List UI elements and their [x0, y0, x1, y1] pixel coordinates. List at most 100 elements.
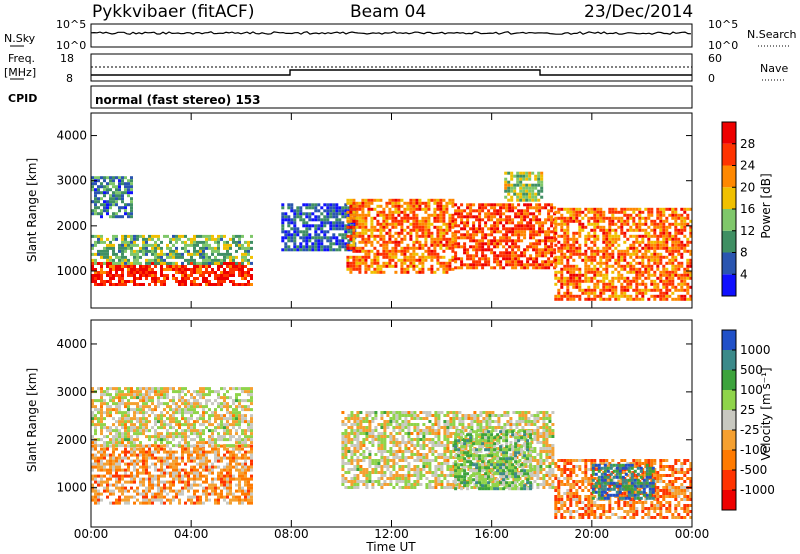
heatmap-cell [590, 249, 594, 253]
heatmap-cell [160, 411, 163, 415]
heatmap-cell [112, 179, 115, 183]
heatmap-cell [394, 255, 398, 259]
heatmap-cell [151, 390, 154, 394]
heatmap-cell [112, 387, 115, 391]
heatmap-cell [112, 252, 115, 256]
heatmap-cell [320, 230, 324, 234]
heatmap-cell [608, 279, 612, 283]
heatmap-cell [332, 248, 336, 252]
heatmap-cell [94, 414, 97, 418]
heatmap-cell [214, 261, 217, 265]
heatmap-cell [445, 225, 449, 229]
heatmap-cell [151, 258, 154, 262]
heatmap-cell [421, 219, 425, 223]
heatmap-cell [538, 230, 542, 234]
heatmap-cell [341, 435, 345, 438]
heatmap-cell [157, 420, 160, 424]
heatmap-cell [187, 390, 190, 394]
heatmap-cell [106, 459, 109, 463]
heatmap-cell [472, 239, 476, 243]
heatmap-cell [208, 280, 211, 283]
heatmap-cell [160, 252, 163, 256]
heatmap-cell [211, 471, 214, 475]
heatmap-cell [94, 489, 97, 493]
heatmap-cell [244, 414, 247, 418]
heatmap-cell [103, 194, 106, 198]
heatmap-cell [388, 261, 392, 265]
heatmap-cell [97, 462, 100, 466]
heatmap-cell [109, 265, 112, 268]
heatmap-cell [683, 234, 687, 238]
heatmap-cell [145, 501, 148, 505]
heatmap-cell [611, 234, 615, 238]
heatmap-cell [100, 396, 103, 400]
heatmap-cell [238, 462, 241, 466]
heatmap-cell [454, 257, 458, 261]
heatmap-cell [145, 471, 148, 475]
heatmap-cell [109, 182, 112, 186]
heatmap-cell [538, 206, 542, 210]
heatmap-cell [250, 441, 253, 445]
heatmap-cell [314, 206, 318, 210]
heatmap-cell [193, 474, 196, 478]
heatmap-cell [572, 210, 576, 214]
heatmap-cell [511, 206, 515, 210]
heatmap-cell [235, 240, 238, 244]
heatmap-cell [175, 492, 178, 496]
heatmap-cell [157, 277, 160, 280]
heatmap-cell [115, 268, 118, 271]
heatmap-cell [590, 216, 594, 220]
heatmap-cell [355, 246, 359, 250]
heatmap-cell [175, 450, 178, 454]
heatmap-cell [632, 297, 636, 301]
heatmap-cell [314, 236, 318, 240]
heatmap-cell [605, 285, 609, 289]
heatmap-cell [605, 276, 609, 280]
heatmap-cell [181, 474, 184, 478]
heatmap-cell [223, 280, 226, 283]
heatmap-cell [478, 209, 482, 213]
heatmap-cell [367, 210, 371, 214]
heatmap-cell [244, 492, 247, 496]
heatmap-cell [391, 264, 395, 268]
heatmap-cell [599, 225, 603, 229]
heatmap-cell [115, 212, 118, 216]
heatmap-cell [641, 252, 645, 256]
heatmap-cell [169, 486, 172, 490]
heatmap-cell [91, 474, 94, 478]
heatmap-cell [686, 213, 690, 217]
heatmap-cell [118, 411, 121, 415]
heatmap-cell [223, 447, 226, 451]
heatmap-cell [632, 276, 636, 280]
heatmap-cell [379, 252, 383, 256]
heatmap-cell [632, 246, 636, 250]
heatmap-cell [529, 245, 533, 249]
heatmap-cell [587, 270, 591, 274]
heatmap-cell [235, 456, 238, 460]
heatmap-cell [557, 246, 561, 250]
heatmap-cell [403, 219, 407, 223]
heatmap-cell [373, 258, 377, 262]
heatmap-cell [466, 263, 470, 267]
heatmap-cell [184, 246, 187, 250]
heatmap-cell [181, 396, 184, 400]
heatmap-cell [136, 435, 139, 439]
heatmap-cell [499, 230, 503, 234]
heatmap-cell [593, 297, 597, 301]
heatmap-cell [160, 495, 163, 499]
heatmap-cell [572, 258, 576, 262]
heatmap-cell [554, 261, 558, 265]
heatmap-cell [124, 480, 127, 484]
heatmap-cell [421, 207, 425, 211]
heatmap-cell [659, 270, 663, 274]
heatmap-cell [659, 231, 663, 235]
heatmap-cell [647, 273, 651, 277]
heatmap-cell [130, 209, 133, 213]
heatmap-cell [638, 225, 642, 229]
heatmap-cell [686, 207, 690, 211]
heatmap-cell [469, 233, 473, 237]
heatmap-cell [97, 283, 100, 286]
heatmap-cell [100, 249, 103, 253]
heatmap-cell [250, 432, 253, 436]
heatmap-cell [632, 216, 636, 220]
